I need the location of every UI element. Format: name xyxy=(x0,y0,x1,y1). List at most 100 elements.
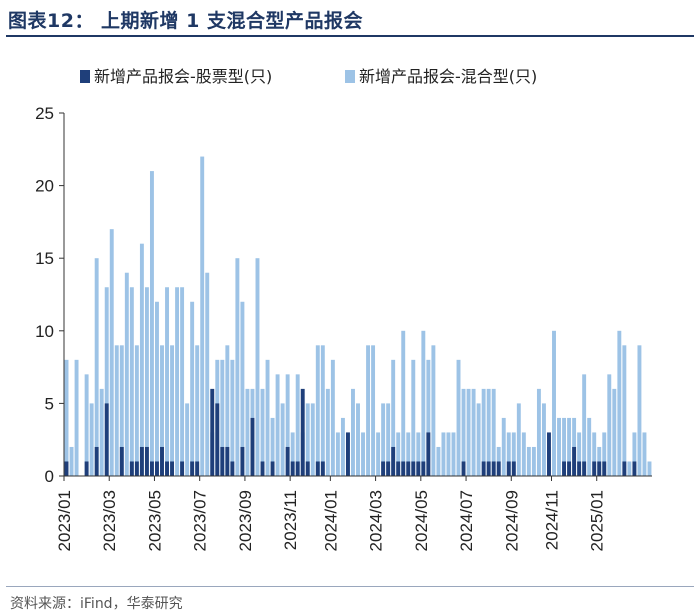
bar-mixed xyxy=(220,359,225,476)
bar-equity xyxy=(139,446,144,476)
bar-equity xyxy=(230,461,235,476)
x-tick-label: 2024/05 xyxy=(412,490,431,551)
bar-mixed xyxy=(521,432,526,476)
bar-mixed xyxy=(486,388,491,476)
bar-mixed xyxy=(642,432,647,476)
legend-mixed-swatch xyxy=(345,70,355,83)
bar-mixed xyxy=(325,388,330,476)
bar-equity xyxy=(134,461,139,476)
bar-mixed xyxy=(290,432,295,476)
bar-mixed xyxy=(582,374,587,476)
bar-mixed xyxy=(335,432,340,476)
bar-mixed xyxy=(391,359,396,476)
bar-equity xyxy=(285,446,290,476)
bar-mixed xyxy=(94,258,99,476)
bar-mixed xyxy=(185,403,190,476)
axes: 0 5 10 15 20 25 2023/01 2023/03 2023/05 2023/07 20… xyxy=(35,104,652,551)
bar-mixed xyxy=(416,432,421,476)
bar-equity xyxy=(461,461,466,476)
bar-mixed xyxy=(245,388,250,476)
bar-equity xyxy=(421,461,426,476)
x-tick-label: 2023/11 xyxy=(281,490,300,550)
bar-mixed xyxy=(411,359,416,476)
bar-equity xyxy=(104,403,109,476)
bar-mixed xyxy=(119,345,124,476)
bar-mixed xyxy=(431,345,436,476)
x-tick-label: 2023/03 xyxy=(100,490,119,551)
bar-mixed xyxy=(340,417,345,476)
bars xyxy=(64,156,652,476)
bar-mixed xyxy=(225,345,230,476)
bar-equity xyxy=(290,461,295,476)
bar-equity xyxy=(345,432,350,476)
bar-mixed xyxy=(305,403,310,476)
bar-mixed xyxy=(446,432,451,476)
bar-mixed xyxy=(84,374,89,476)
chart-svg: 0 5 10 15 20 25 2023/01 2023/03 2023/05 2023/07 20… xyxy=(35,67,652,551)
x-tick-label: 2025/01 xyxy=(588,490,607,551)
bar-equity xyxy=(572,446,577,476)
bar-equity xyxy=(84,461,89,476)
bar-equity xyxy=(240,446,245,476)
bar-mixed xyxy=(295,374,300,476)
y-tick-label: 0 xyxy=(45,467,54,486)
bar-mixed xyxy=(607,374,612,476)
bar-equity xyxy=(149,461,154,476)
bar-mixed xyxy=(536,388,541,476)
bar-mixed xyxy=(552,330,556,476)
bar-mixed xyxy=(149,171,154,476)
bar-mixed xyxy=(64,359,69,476)
bar-equity xyxy=(144,446,149,476)
bar-mixed xyxy=(280,403,285,476)
bar-equity xyxy=(190,461,195,476)
bar-equity xyxy=(562,461,567,476)
bar-mixed xyxy=(330,359,335,476)
bar-mixed xyxy=(74,359,79,476)
bar-mixed xyxy=(441,432,446,476)
bar-mixed xyxy=(235,258,240,476)
bar-equity xyxy=(295,461,300,476)
y-tick-label: 20 xyxy=(35,177,54,196)
bar-mixed xyxy=(602,432,607,476)
bar-mixed xyxy=(160,345,164,476)
bar-mixed xyxy=(471,388,476,476)
bar-equity xyxy=(225,446,230,476)
bar-mixed xyxy=(129,287,134,476)
bar-mixed xyxy=(89,403,94,476)
bar-mixed xyxy=(195,345,200,476)
bar-equity xyxy=(597,461,602,476)
bar-mixed xyxy=(381,403,386,476)
bar-equity xyxy=(155,461,159,476)
bar-equity xyxy=(582,461,587,476)
bar-equity xyxy=(160,446,164,476)
bar-equity xyxy=(396,461,401,476)
bar-mixed xyxy=(270,417,275,476)
bar-mixed xyxy=(496,446,501,476)
bar-equity xyxy=(315,461,320,476)
bar-mixed xyxy=(577,432,582,476)
bar-mixed xyxy=(371,345,376,476)
bar-mixed xyxy=(351,388,355,476)
source-note: 资料来源：iFind，华泰研究 xyxy=(10,596,183,612)
x-tick-label: 2024/01 xyxy=(321,490,340,551)
bar-mixed xyxy=(200,156,205,476)
bar-equity xyxy=(305,461,310,476)
bar-mixed xyxy=(461,388,466,476)
bar-mixed xyxy=(240,301,245,476)
bar-mixed xyxy=(396,432,401,476)
bar-equity xyxy=(486,461,491,476)
bar-mixed xyxy=(627,461,632,476)
bar-mixed xyxy=(491,388,496,476)
bar-equity xyxy=(165,461,169,476)
bar-mixed xyxy=(436,446,441,476)
bar-mixed xyxy=(356,403,360,476)
bar-equity xyxy=(632,461,637,476)
bar-mixed xyxy=(315,345,320,476)
bar-equity xyxy=(602,461,607,476)
bar-mixed xyxy=(376,432,381,476)
y-tick-label: 5 xyxy=(45,394,54,413)
bar-mixed xyxy=(541,403,546,476)
bar-mixed xyxy=(406,432,411,476)
bar-mixed xyxy=(190,301,195,476)
x-tick-label: 2024/03 xyxy=(367,490,386,551)
